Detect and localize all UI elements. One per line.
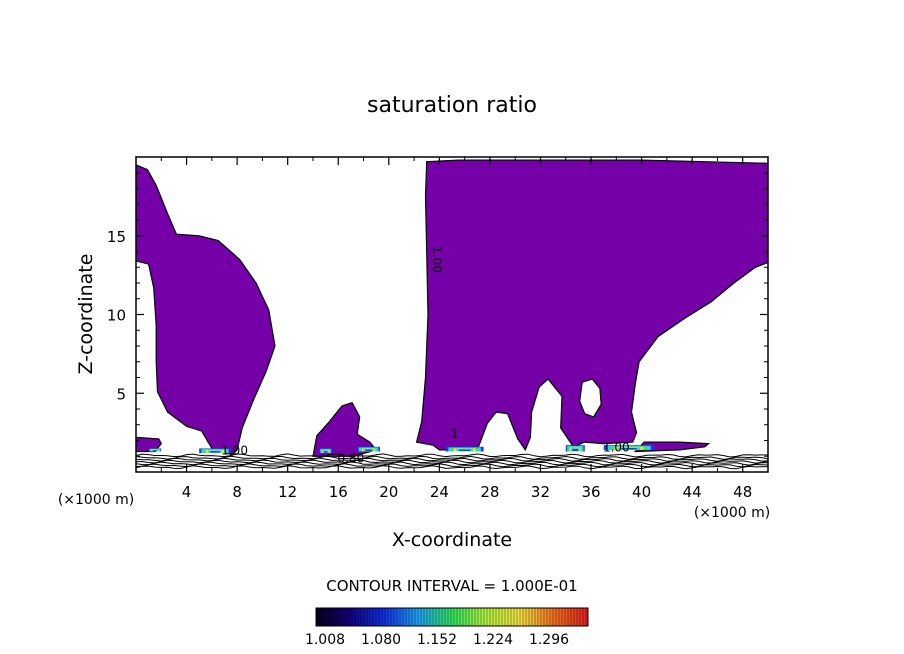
- surface-contour-line: [136, 453, 768, 458]
- chart-title: saturation ratio: [367, 93, 537, 118]
- high-value-band: [319, 448, 332, 454]
- contour-label: 1.00: [603, 441, 630, 455]
- colorbar-tick-label: 1.296: [529, 632, 569, 648]
- contour-interval-text: CONTOUR INTERVAL = 1.000E-01: [326, 577, 577, 595]
- high-value-band: [199, 448, 231, 454]
- surface-contour-line: [136, 465, 768, 470]
- x-tick-label: 16: [329, 483, 348, 501]
- colorbar-tick-label: 1.224: [473, 632, 513, 648]
- contour-region-right-plume: [415, 159, 768, 452]
- x-tick-label: 4: [182, 483, 192, 501]
- high-value-band: [445, 446, 484, 452]
- high-value-band: [565, 445, 585, 452]
- x-tick-label: 36: [581, 483, 600, 501]
- surface-contour-line: [136, 461, 768, 466]
- x-tick-label: 44: [683, 483, 702, 501]
- band-layer: [572, 449, 579, 451]
- x-tick-label: 40: [632, 483, 651, 501]
- colorbar-tick-label: 1.080: [361, 632, 401, 648]
- x-tick-label: 32: [531, 483, 550, 501]
- colorbar: 1.008 1.080 1.152 1.224 1.296: [305, 607, 589, 648]
- band-layer: [459, 449, 471, 451]
- x-tick-label: 8: [232, 483, 242, 501]
- surface-contour-line: [136, 463, 768, 468]
- contour-label: 1.00: [430, 246, 444, 273]
- x-unit-left: (×1000 m): [58, 492, 134, 508]
- colorbar-tick-label: 1.152: [417, 632, 457, 648]
- y-axis-label: Z-coordinate: [75, 254, 97, 375]
- contour-label: 0.80: [338, 452, 365, 466]
- surface-contours: [136, 453, 768, 470]
- x-tick-label: 24: [430, 483, 449, 501]
- x-tick-label: 28: [480, 483, 499, 501]
- x-tick-label: 20: [379, 483, 398, 501]
- contour-region-left-plume: [136, 164, 276, 456]
- surface-contour-line: [136, 455, 768, 460]
- band-layer: [323, 451, 328, 453]
- high-value-band: [148, 448, 162, 452]
- contour-hole-right-plume-hole: [579, 378, 602, 418]
- x-tick-label: 12: [278, 483, 297, 501]
- surface-contour-line: [136, 459, 768, 464]
- y-tick-label: 10: [107, 307, 126, 325]
- x-axis-label: X-coordinate: [392, 529, 512, 551]
- y-tick-label: 5: [116, 385, 126, 403]
- x-tick-label: 48: [733, 483, 752, 501]
- high-value-band: [603, 445, 655, 450]
- band-layer: [365, 449, 372, 451]
- contour-label: 1: [451, 426, 459, 440]
- plot-area: 1.00 0.80 1.00 1.00 1: [136, 159, 768, 470]
- contour-label: 1.00: [221, 444, 248, 458]
- y-tick-label: 15: [107, 228, 126, 246]
- colorbar-tick-label: 1.008: [305, 632, 345, 648]
- band-layer: [153, 450, 157, 452]
- band-layer: [621, 448, 637, 450]
- high-value-band: [357, 446, 380, 452]
- x-unit-right: (×1000 m): [694, 505, 770, 521]
- colorbar-gradient: [315, 607, 589, 627]
- band-layer: [210, 451, 220, 453]
